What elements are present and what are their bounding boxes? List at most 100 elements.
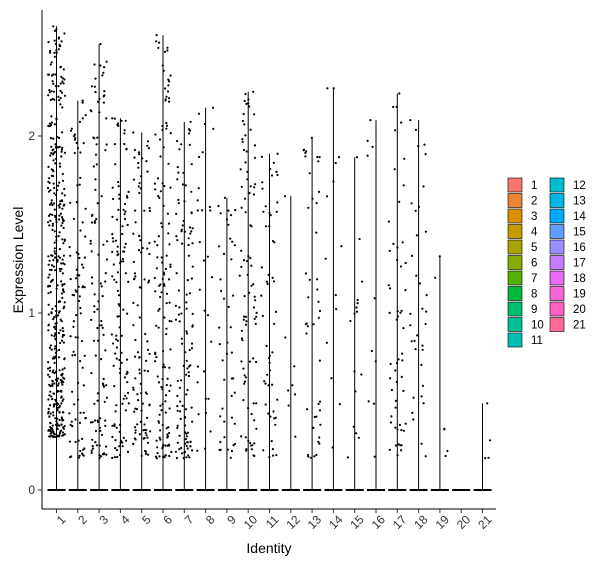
data-point [219, 448, 222, 451]
data-point [89, 242, 92, 245]
data-point [50, 123, 53, 127]
data-point [187, 371, 190, 374]
data-point [317, 440, 320, 443]
data-point [114, 410, 117, 413]
legend-label: 16 [573, 242, 586, 254]
data-point [138, 372, 141, 375]
data-point [60, 389, 63, 392]
data-point [243, 380, 247, 383]
data-point [182, 457, 185, 460]
data-point [249, 224, 252, 227]
data-point [416, 334, 419, 337]
data-point [169, 132, 172, 135]
data-point [225, 218, 229, 221]
data-point [168, 243, 171, 246]
data-point [161, 128, 164, 132]
data-point [189, 226, 192, 229]
data-point [77, 253, 80, 256]
data-point [340, 245, 343, 248]
data-point [402, 389, 405, 392]
data-point [242, 367, 245, 370]
data-point [47, 94, 50, 97]
data-point [268, 361, 271, 364]
data-point [50, 61, 53, 64]
data-point [241, 119, 244, 123]
data-point [444, 454, 447, 458]
data-point [91, 421, 94, 424]
data-point [187, 243, 190, 247]
data-point [54, 417, 57, 420]
data-point [61, 333, 64, 337]
data-point [118, 193, 121, 196]
data-point [122, 397, 125, 400]
data-point [62, 219, 65, 222]
data-point [51, 213, 54, 216]
data-point [77, 381, 80, 384]
data-point [186, 367, 189, 370]
data-point [274, 416, 277, 419]
data-point [74, 336, 77, 339]
data-point [222, 297, 226, 300]
data-point [101, 382, 104, 385]
data-point [60, 396, 63, 399]
data-point [191, 227, 194, 230]
data-point [50, 426, 53, 429]
data-point [48, 366, 52, 369]
data-point [121, 445, 124, 448]
data-point [123, 217, 127, 221]
data-point [57, 184, 60, 187]
data-point [79, 176, 82, 179]
data-point [183, 416, 187, 419]
data-point [165, 121, 168, 125]
data-point [389, 287, 392, 290]
data-point [196, 209, 199, 212]
data-point [275, 210, 278, 213]
data-point [49, 213, 52, 216]
data-point [104, 349, 107, 352]
data-point [168, 301, 171, 304]
data-point [79, 360, 82, 363]
data-point [52, 392, 56, 395]
data-point [190, 163, 193, 166]
data-point [57, 356, 61, 359]
legend-label: 20 [573, 304, 586, 316]
data-point [60, 262, 63, 265]
data-point [56, 135, 59, 138]
legend-key-18 [549, 270, 565, 286]
data-point [123, 246, 126, 249]
data-point [166, 49, 169, 52]
data-point [197, 112, 201, 115]
data-point [338, 403, 341, 406]
data-point [305, 150, 308, 153]
data-point [58, 206, 61, 209]
data-point [162, 443, 165, 446]
data-point [120, 334, 123, 337]
data-point [94, 354, 97, 357]
data-point [245, 150, 248, 153]
data-point [155, 34, 158, 37]
data-point [244, 376, 247, 379]
data-point [180, 312, 183, 315]
data-point [417, 205, 421, 208]
data-point [176, 405, 179, 408]
data-point [104, 424, 107, 427]
data-point [163, 50, 167, 54]
data-point [242, 113, 245, 116]
data-point [157, 420, 160, 423]
legend-key-17 [549, 255, 565, 270]
data-point [161, 124, 164, 128]
data-point [51, 307, 54, 310]
data-point [287, 404, 290, 407]
data-point [74, 418, 77, 421]
data-point [115, 346, 118, 349]
data-point [63, 187, 66, 191]
data-point [253, 144, 257, 147]
data-point [221, 407, 224, 410]
data-point [349, 319, 352, 323]
data-point [105, 453, 108, 456]
legend-key-20 [549, 301, 565, 317]
data-point [389, 362, 392, 365]
data-point [210, 276, 214, 279]
data-point [132, 386, 135, 389]
data-point [284, 336, 287, 339]
